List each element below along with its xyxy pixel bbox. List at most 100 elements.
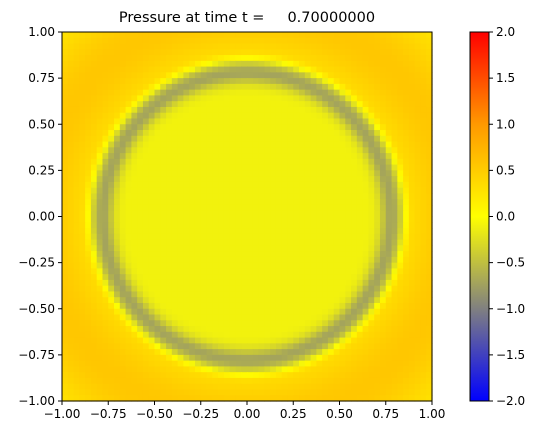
- heatmap-cell: [408, 95, 416, 102]
- heatmap-cell: [119, 262, 127, 269]
- heatmap-cell: [241, 395, 248, 402]
- heatmap-cell: [200, 251, 208, 258]
- heatmap-cell: [137, 285, 144, 293]
- heatmap-cell: [79, 395, 86, 402]
- heatmap-cell: [154, 228, 161, 235]
- heatmap-cell: [356, 233, 364, 241]
- heatmap-cell: [131, 32, 138, 39]
- heatmap-cell: [252, 49, 260, 56]
- heatmap-cell: [275, 331, 283, 339]
- heatmap-cell: [62, 331, 69, 339]
- heatmap-cell: [79, 343, 86, 350]
- heatmap-cell: [391, 256, 398, 264]
- heatmap-cell: [177, 245, 185, 252]
- heatmap-cell: [385, 251, 393, 258]
- heatmap-cell: [189, 326, 196, 333]
- heatmap-cell: [281, 181, 289, 189]
- heatmap-cell: [183, 366, 190, 373]
- heatmap-cell: [385, 389, 393, 396]
- heatmap-cell: [194, 118, 202, 125]
- heatmap-cell: [304, 302, 312, 310]
- heatmap-cell: [385, 360, 393, 368]
- heatmap-cell: [327, 245, 335, 252]
- heatmap-cell: [327, 326, 335, 333]
- heatmap-cell: [426, 112, 433, 120]
- y-tick-label: 0.75: [28, 71, 55, 85]
- heatmap-cell: [137, 256, 144, 264]
- heatmap-cell: [299, 331, 306, 339]
- heatmap-cell: [252, 199, 260, 206]
- heatmap-cell: [339, 383, 346, 391]
- heatmap-cell: [142, 228, 150, 235]
- heatmap-cell: [345, 43, 352, 50]
- heatmap-cell: [229, 147, 237, 154]
- heatmap-cell: [148, 228, 156, 235]
- heatmap-cell: [166, 89, 173, 97]
- heatmap-cell: [148, 95, 156, 102]
- heatmap-cell: [218, 216, 225, 223]
- heatmap-cell: [212, 164, 219, 171]
- heatmap-cell: [171, 360, 179, 368]
- heatmap-cell: [333, 83, 341, 91]
- heatmap-cell: [351, 78, 358, 85]
- heatmap-cell: [391, 343, 398, 350]
- heatmap-cell: [310, 366, 317, 373]
- heatmap-cell: [223, 302, 231, 310]
- heatmap-cell: [73, 366, 80, 373]
- heatmap-cell: [391, 101, 398, 108]
- heatmap-cell: [281, 279, 289, 287]
- heatmap-cell: [374, 66, 381, 73]
- heatmap-cell: [189, 233, 196, 241]
- heatmap-cell: [148, 279, 156, 287]
- heatmap-cell: [310, 147, 317, 154]
- heatmap-cell: [194, 372, 202, 379]
- heatmap-cell: [426, 193, 433, 200]
- heatmap-cell: [235, 37, 242, 45]
- heatmap-cell: [304, 153, 312, 160]
- heatmap-cell: [420, 314, 427, 321]
- heatmap-cell: [304, 66, 312, 73]
- heatmap-cell: [189, 251, 196, 258]
- heatmap-cell: [235, 130, 242, 137]
- heatmap-cell: [322, 124, 329, 131]
- heatmap-cell: [351, 176, 358, 183]
- heatmap-cell: [131, 187, 138, 195]
- heatmap-cell: [420, 187, 427, 195]
- heatmap-cell: [327, 199, 335, 206]
- heatmap-cell: [108, 72, 115, 79]
- heatmap-cell: [206, 297, 213, 304]
- heatmap-cell: [137, 372, 144, 379]
- heatmap-cell: [189, 210, 196, 218]
- heatmap-cell: [142, 118, 150, 125]
- heatmap-cell: [160, 372, 167, 379]
- colorbar-tick-label: −1.5: [496, 348, 525, 362]
- heatmap-cell: [102, 326, 109, 333]
- heatmap-cell: [194, 210, 202, 218]
- heatmap-cell: [275, 43, 283, 50]
- heatmap-cell: [385, 279, 393, 287]
- heatmap-cell: [374, 349, 381, 356]
- heatmap-cell: [96, 95, 104, 102]
- heatmap-cell: [154, 279, 161, 287]
- heatmap-cell: [223, 37, 231, 45]
- heatmap-cell: [397, 337, 404, 344]
- heatmap-cell: [397, 66, 404, 73]
- heatmap-cell: [379, 222, 387, 229]
- heatmap-cell: [206, 285, 213, 293]
- heatmap-cell: [368, 124, 375, 131]
- heatmap-cell: [327, 216, 335, 223]
- heatmap-cell: [333, 349, 341, 356]
- heatmap-cell: [420, 354, 427, 362]
- heatmap-cell: [374, 343, 381, 350]
- heatmap-cell: [108, 337, 115, 344]
- heatmap-cell: [252, 43, 260, 50]
- heatmap-cell: [258, 66, 265, 73]
- heatmap-cell: [212, 228, 219, 235]
- heatmap-cell: [322, 360, 329, 368]
- heatmap-cell: [247, 354, 254, 362]
- heatmap-cell: [183, 291, 190, 298]
- heatmap-cell: [345, 360, 352, 368]
- heatmap-cell: [194, 331, 202, 339]
- heatmap-cell: [287, 285, 294, 293]
- heatmap-cell: [310, 164, 317, 171]
